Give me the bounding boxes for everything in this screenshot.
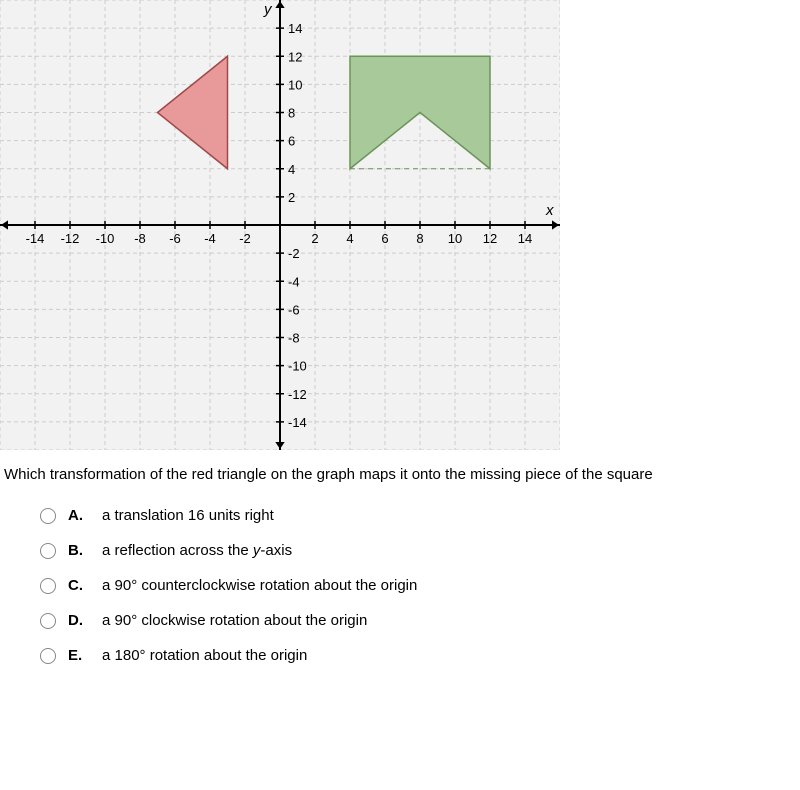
svg-text:10: 10 xyxy=(448,231,462,246)
svg-text:-2: -2 xyxy=(239,231,251,246)
choice-letter: D. xyxy=(68,612,90,629)
choice-text: a 90° counterclockwise rotation about th… xyxy=(102,577,417,594)
svg-text:12: 12 xyxy=(483,231,497,246)
svg-text:-6: -6 xyxy=(169,231,181,246)
choice-text: a translation 16 units right xyxy=(102,507,274,524)
radio-b[interactable] xyxy=(40,543,56,559)
svg-text:-4: -4 xyxy=(204,231,216,246)
svg-text:6: 6 xyxy=(288,134,295,149)
svg-text:12: 12 xyxy=(288,49,302,64)
svg-text:-10: -10 xyxy=(288,359,307,374)
choice-d[interactable]: D. a 90° clockwise rotation about the or… xyxy=(40,612,800,629)
choice-letter: A. xyxy=(68,507,90,524)
svg-text:-12: -12 xyxy=(288,387,307,402)
svg-text:-6: -6 xyxy=(288,302,300,317)
radio-d[interactable] xyxy=(40,613,56,629)
svg-text:x: x xyxy=(545,202,554,219)
svg-text:-14: -14 xyxy=(288,415,307,430)
svg-text:-8: -8 xyxy=(288,331,300,346)
svg-text:-12: -12 xyxy=(61,231,80,246)
svg-text:8: 8 xyxy=(288,106,295,121)
svg-text:-10: -10 xyxy=(96,231,115,246)
graph-svg: -14 -12 -10 -8 -6 -4 -2 2 4 6 8 10 12 14 14 12 10 8 6 4 2 -2 -… xyxy=(0,0,560,450)
answer-choices: A. a translation 16 units right B. a ref… xyxy=(0,507,800,664)
choice-text: a reflection across the y-axis xyxy=(102,542,292,559)
svg-text:-14: -14 xyxy=(26,231,45,246)
svg-text:4: 4 xyxy=(346,231,353,246)
svg-text:14: 14 xyxy=(518,231,532,246)
choice-letter: C. xyxy=(68,577,90,594)
svg-text:8: 8 xyxy=(416,231,423,246)
choice-text: a 180° rotation about the origin xyxy=(102,647,307,664)
svg-text:-2: -2 xyxy=(288,246,300,261)
svg-text:2: 2 xyxy=(288,190,295,205)
radio-a[interactable] xyxy=(40,508,56,524)
choice-text: a 90° clockwise rotation about the origi… xyxy=(102,612,367,629)
svg-text:2: 2 xyxy=(311,231,318,246)
radio-c[interactable] xyxy=(40,578,56,594)
choice-c[interactable]: C. a 90° counterclockwise rotation about… xyxy=(40,577,800,594)
choice-a[interactable]: A. a translation 16 units right xyxy=(40,507,800,524)
svg-text:4: 4 xyxy=(288,162,295,177)
question-text: Which transformation of the red triangle… xyxy=(0,466,800,483)
svg-text:-8: -8 xyxy=(134,231,146,246)
radio-e[interactable] xyxy=(40,648,56,664)
choice-letter: B. xyxy=(68,542,90,559)
svg-text:10: 10 xyxy=(288,77,302,92)
svg-text:14: 14 xyxy=(288,21,302,36)
choice-letter: E. xyxy=(68,647,90,664)
svg-text:6: 6 xyxy=(381,231,388,246)
coordinate-graph: -14 -12 -10 -8 -6 -4 -2 2 4 6 8 10 12 14 14 12 10 8 6 4 2 -2 -… xyxy=(0,0,560,450)
choice-b[interactable]: B. a reflection across the y-axis xyxy=(40,542,800,559)
svg-text:-4: -4 xyxy=(288,274,300,289)
choice-e[interactable]: E. a 180° rotation about the origin xyxy=(40,647,800,664)
